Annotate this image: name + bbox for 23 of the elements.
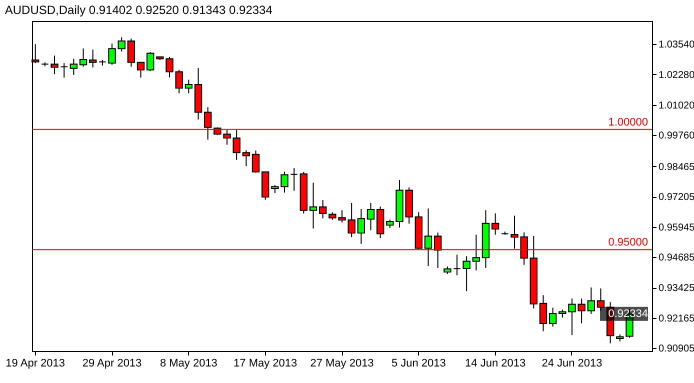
annotation: 0.92334 bbox=[608, 308, 648, 320]
ref-line-label: 0.95000 bbox=[608, 236, 648, 249]
x-tick-label: 27 May 2013 bbox=[310, 358, 374, 370]
y-tick-label: 1.02280 bbox=[658, 70, 694, 81]
y-tick-label: 0.99760 bbox=[658, 130, 694, 142]
y-tick-label: 0.95945 bbox=[658, 222, 694, 234]
x-tick-label: 8 May 2013 bbox=[160, 358, 218, 370]
x-tick-label: 29 Apr 2013 bbox=[82, 358, 142, 370]
y-tick-label: 0.94685 bbox=[658, 252, 694, 264]
y-tick-label: 1.03540 bbox=[658, 40, 694, 51]
y-tick-label: 0.98465 bbox=[658, 162, 694, 173]
x-tick-label: 24 Jun 2013 bbox=[542, 358, 602, 370]
y-tick-label: 1.01020 bbox=[658, 100, 694, 112]
y-tick-label: 0.97205 bbox=[658, 192, 694, 204]
ref-line-label: 1.00000 bbox=[608, 116, 648, 128]
x-tick-label: 5 Jun 2013 bbox=[391, 358, 446, 370]
y-tick-label: 0.93425 bbox=[658, 283, 694, 294]
y-tick-label: 0.92165 bbox=[658, 313, 694, 324]
x-tick-label: 19 Apr 2013 bbox=[6, 358, 66, 370]
y-tick-label: 0.90905 bbox=[658, 344, 694, 355]
chart-title: AUDUSD,Daily 0.91402 0.92520 0.91343 0.92334 bbox=[4, 3, 273, 17]
x-tick-label: 14 Jun 2013 bbox=[465, 358, 526, 370]
x-tick-label: 17 May 2013 bbox=[234, 358, 298, 370]
